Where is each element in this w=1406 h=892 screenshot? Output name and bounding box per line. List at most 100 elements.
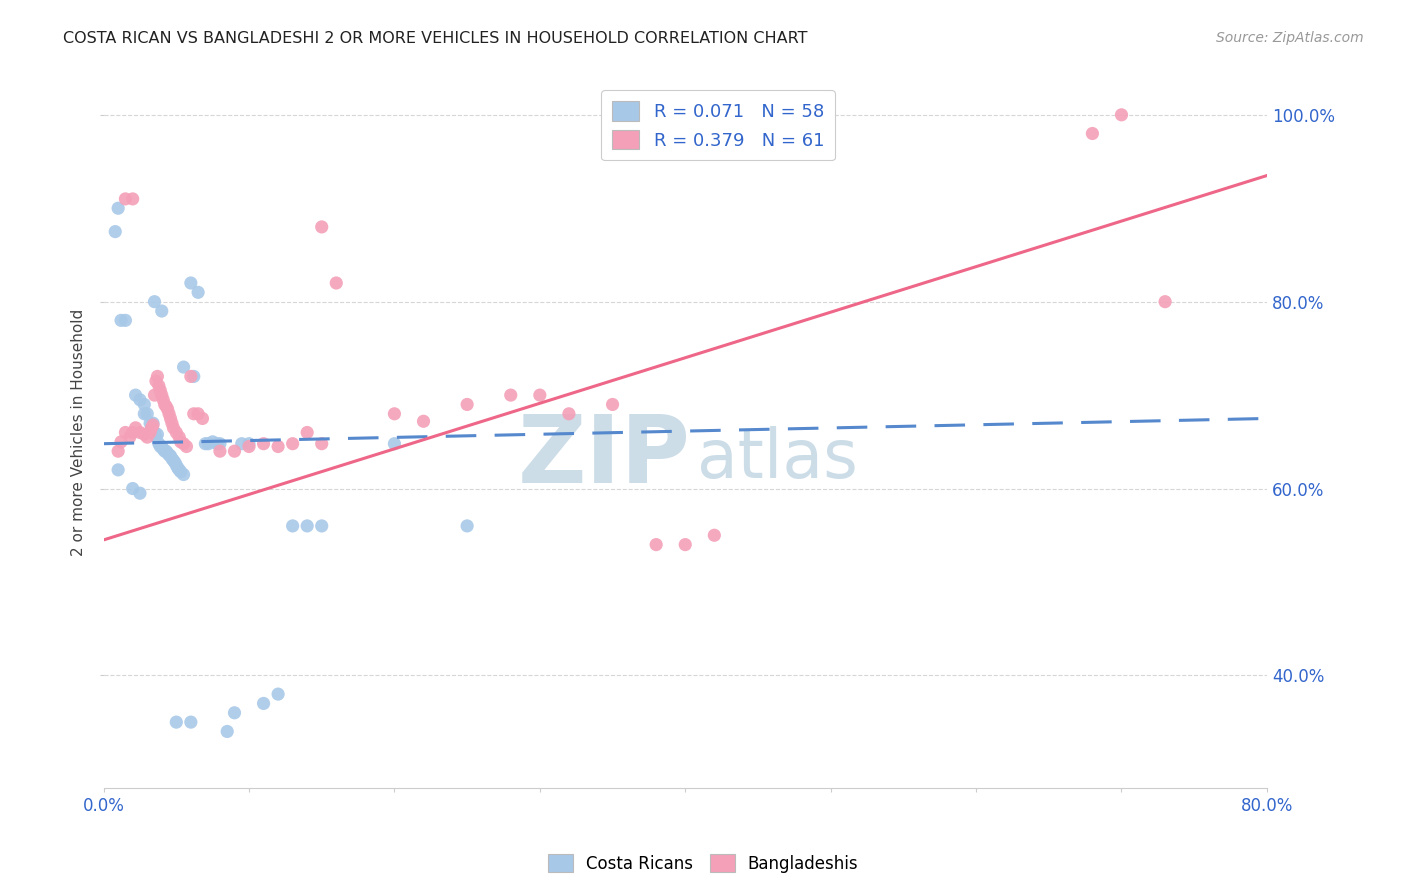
Point <box>267 687 290 701</box>
Point <box>139 425 162 440</box>
Point <box>197 436 219 450</box>
Point <box>129 425 152 440</box>
Point <box>121 482 143 496</box>
Text: ZIP: ZIP <box>519 411 692 503</box>
Point <box>110 434 132 449</box>
Point <box>107 201 129 215</box>
Point <box>208 444 231 458</box>
Point <box>165 458 187 473</box>
Point <box>146 427 169 442</box>
Point <box>124 388 146 402</box>
Point <box>107 444 129 458</box>
Point <box>173 467 195 482</box>
Point <box>114 192 136 206</box>
Text: Source: ZipAtlas.com: Source: ZipAtlas.com <box>1216 31 1364 45</box>
Point <box>145 374 167 388</box>
Point <box>252 436 274 450</box>
Point <box>238 440 260 454</box>
Point <box>157 407 180 421</box>
Point <box>456 519 478 533</box>
Point <box>134 427 156 442</box>
Point <box>114 313 136 327</box>
Point <box>238 436 260 450</box>
Point <box>114 425 136 440</box>
Point <box>149 384 172 398</box>
Point <box>129 486 152 500</box>
Point <box>167 463 190 477</box>
Point <box>121 425 143 440</box>
Point <box>153 397 176 411</box>
Point <box>166 461 188 475</box>
Point <box>295 425 318 440</box>
Point <box>139 416 162 430</box>
Point <box>1111 108 1133 122</box>
Point <box>155 400 177 414</box>
Point <box>152 442 174 457</box>
Point <box>384 407 406 421</box>
Point <box>107 463 129 477</box>
Point <box>187 285 209 300</box>
Point <box>165 425 187 440</box>
Point <box>146 369 169 384</box>
Point <box>134 407 156 421</box>
Point <box>150 440 173 454</box>
Point <box>159 411 181 425</box>
Point <box>129 392 152 407</box>
Point <box>384 436 406 450</box>
Legend: Costa Ricans, Bangladeshis: Costa Ricans, Bangladeshis <box>541 847 865 880</box>
Point <box>150 388 173 402</box>
Point <box>645 538 668 552</box>
Point <box>499 388 522 402</box>
Point <box>149 440 172 454</box>
Point <box>311 519 333 533</box>
Point <box>281 436 304 450</box>
Point <box>267 440 290 454</box>
Point <box>529 388 551 402</box>
Point <box>152 392 174 407</box>
Point <box>183 369 205 384</box>
Point <box>208 436 231 450</box>
Point <box>148 378 170 392</box>
Legend: R = 0.071   N = 58, R = 0.379   N = 61: R = 0.071 N = 58, R = 0.379 N = 61 <box>602 90 835 161</box>
Point <box>145 430 167 444</box>
Point <box>311 436 333 450</box>
Point <box>136 430 159 444</box>
Point <box>143 388 166 402</box>
Point <box>180 715 202 730</box>
Point <box>163 455 186 469</box>
Point <box>217 724 239 739</box>
Point <box>121 192 143 206</box>
Point <box>173 436 195 450</box>
Point <box>173 360 195 375</box>
Point <box>159 449 181 463</box>
Point <box>602 397 624 411</box>
Point <box>153 444 176 458</box>
Point <box>201 434 224 449</box>
Point <box>176 440 198 454</box>
Point <box>169 465 191 479</box>
Point <box>224 706 246 720</box>
Point <box>205 436 228 450</box>
Point <box>156 402 179 417</box>
Point <box>160 451 183 466</box>
Point <box>180 369 202 384</box>
Point <box>558 407 581 421</box>
Point <box>673 538 696 552</box>
Point <box>169 434 191 449</box>
Point <box>224 444 246 458</box>
Point <box>118 430 141 444</box>
Point <box>325 276 347 290</box>
Point <box>143 425 166 440</box>
Point <box>143 294 166 309</box>
Point <box>191 411 214 425</box>
Text: COSTA RICAN VS BANGLADESHI 2 OR MORE VEHICLES IN HOUSEHOLD CORRELATION CHART: COSTA RICAN VS BANGLADESHI 2 OR MORE VEH… <box>63 31 808 46</box>
Point <box>157 448 180 462</box>
Point <box>456 397 478 411</box>
Point <box>141 421 163 435</box>
Point <box>187 407 209 421</box>
Point <box>231 436 253 450</box>
Point <box>141 421 163 435</box>
Point <box>1154 294 1177 309</box>
Point <box>150 304 173 318</box>
Point <box>124 421 146 435</box>
